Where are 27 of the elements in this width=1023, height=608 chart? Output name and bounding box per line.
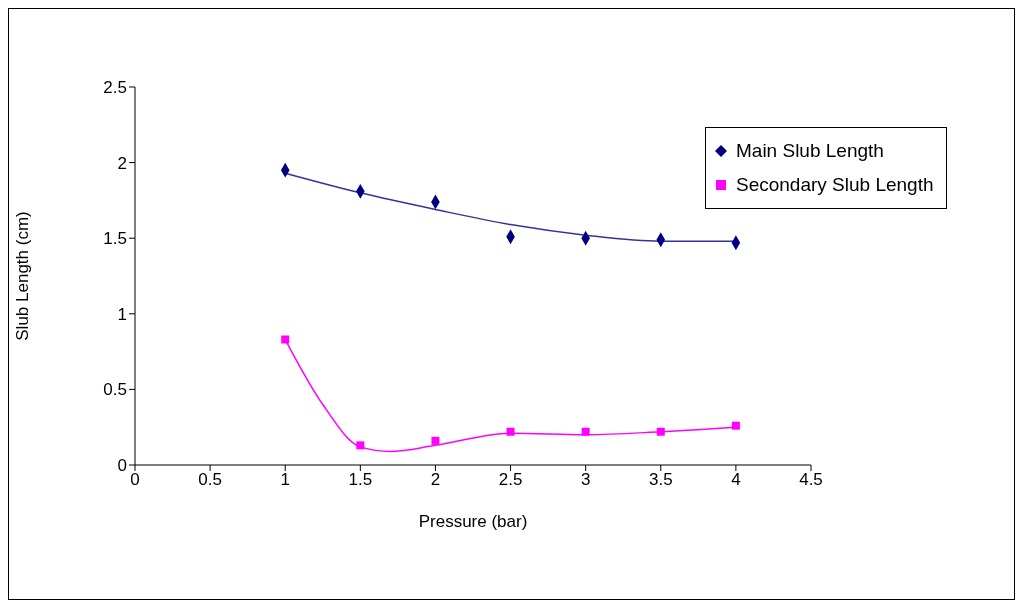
legend-label: Main Slub Length [736, 140, 884, 162]
x-tick-label: 0 [130, 470, 140, 490]
x-tick-label: 1.5 [348, 470, 373, 490]
y-axis-title: Slub Length (cm) [13, 211, 33, 341]
point [506, 427, 515, 436]
y-tick-label: 0.5 [103, 380, 127, 400]
x-tick-label: 0.5 [198, 470, 222, 490]
x-tick-label: 2.5 [498, 470, 523, 490]
y-tick-label: 0 [117, 456, 127, 476]
x-axis-title: Pressure (bar) [418, 512, 528, 531]
legend-label: Secondary Slub Length [736, 174, 934, 196]
y-tick-label: 2.5 [103, 78, 127, 98]
y-tick-label: 2 [117, 153, 127, 173]
x-tick-label: 1 [280, 470, 290, 490]
x-tick-label: 4 [731, 470, 741, 490]
y-tick-label: 1 [117, 304, 127, 324]
point [356, 441, 365, 450]
y-tick-label: 1.5 [103, 229, 127, 249]
point [281, 335, 290, 344]
x-tick-label: 3.5 [648, 470, 673, 490]
point [581, 427, 590, 436]
point [656, 427, 665, 436]
point [731, 421, 740, 430]
x-tick-label: 4.5 [799, 470, 823, 490]
point [431, 436, 440, 445]
x-tick-label: 3 [580, 470, 591, 490]
x-tick-label: 2 [430, 470, 441, 490]
